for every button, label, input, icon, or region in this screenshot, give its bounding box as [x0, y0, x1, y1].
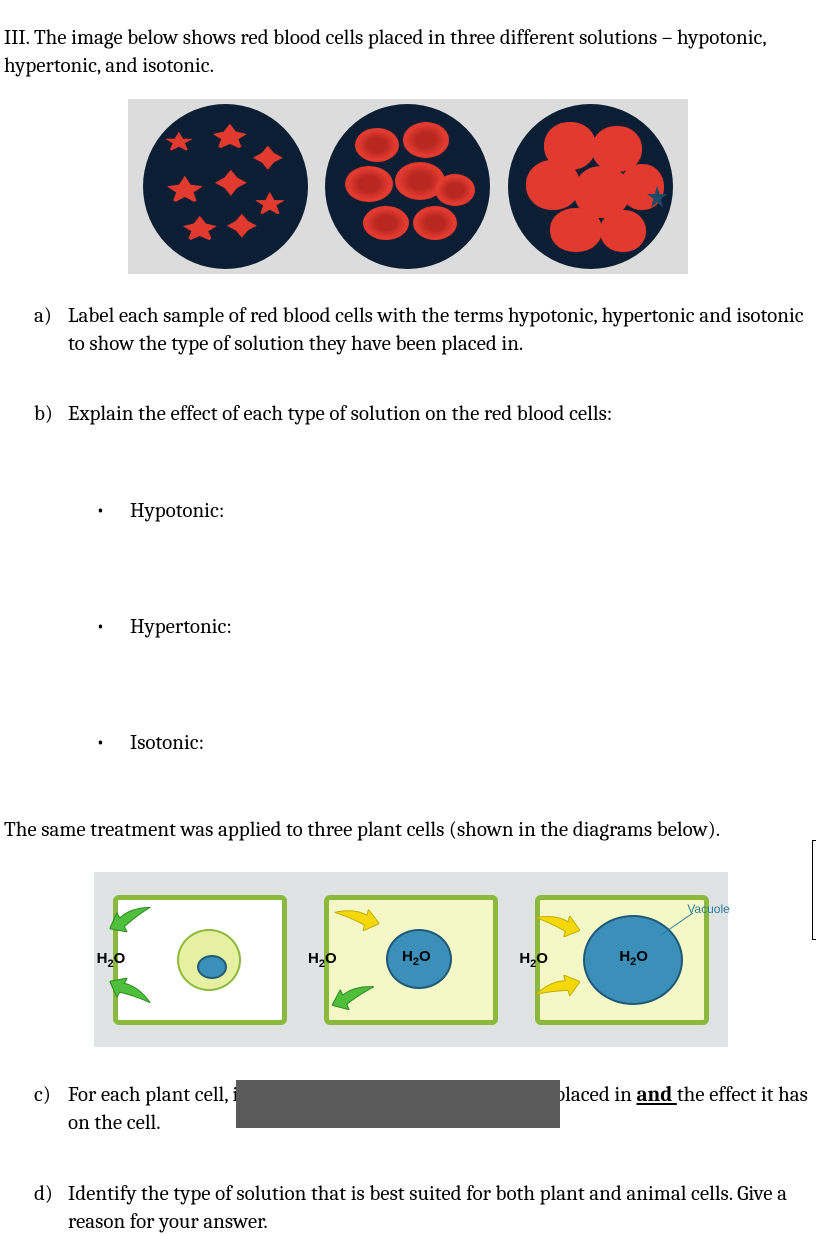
question-letter: c) — [34, 1081, 68, 1138]
bullet-list: • Hypotonic: • Hypertonic: • Isotonic: — [0, 457, 816, 758]
question-text: Identify the type of solution that is be… — [68, 1180, 816, 1236]
figure-plant-cells: H2O H2O H2O H2O H2O Vacuole — [94, 872, 728, 1047]
question-a: a) Label each sample of red blood cells … — [34, 302, 816, 359]
bullet-isotonic: • Isotonic: — [96, 729, 816, 757]
question-letter: a) — [34, 302, 68, 359]
mid-paragraph: The same treatment was applied to three … — [0, 816, 816, 844]
h2o-label: H2O — [619, 947, 648, 970]
h2o-label: H2O — [402, 947, 431, 970]
overlay-bar — [236, 1080, 560, 1128]
bullet-hypotonic: • Hypotonic: — [96, 497, 816, 525]
section-numeral: III. — [4, 26, 29, 50]
question-list-bottom: c) For each plant cell, identify the typ… — [0, 1047, 816, 1236]
plant-cell-plasmolysed: H2O — [105, 885, 295, 1035]
bullet-label: Isotonic: — [130, 729, 204, 757]
intro-paragraph: III. The image below shows red blood cel… — [0, 0, 816, 81]
question-b: b) Explain the effect of each type of so… — [34, 400, 816, 428]
h2o-label: H2O — [519, 949, 548, 972]
bullet-hypertonic: • Hypertonic: — [96, 613, 816, 641]
bullet-dot: • — [96, 729, 130, 757]
bullet-label: Hypertonic: — [130, 613, 232, 641]
bullet-dot: • — [96, 613, 130, 641]
dish-crenated — [143, 104, 308, 269]
h2o-label: H2O — [308, 949, 337, 972]
question-text: Label each sample of red blood cells wit… — [68, 302, 816, 359]
question-letter: b) — [34, 400, 68, 428]
question-text: Explain the effect of each type of solut… — [68, 400, 816, 428]
h2o-label: H2O — [97, 949, 126, 972]
plant-cell-flaccid: H2O H2O — [316, 885, 506, 1035]
bullet-label: Hypotonic: — [130, 497, 224, 525]
dish-swollen — [508, 104, 673, 269]
question-letter: d) — [34, 1180, 68, 1236]
plant-cell-turgid: H2O H2O Vacuole — [527, 885, 717, 1035]
bullet-dot: • — [96, 497, 130, 525]
intro-text: The image below shows red blood cells pl… — [4, 26, 766, 78]
question-list-top: a) Label each sample of red blood cells … — [0, 274, 816, 429]
cropped-box — [812, 840, 816, 940]
dish-normal — [325, 104, 490, 269]
figure-blood-cells — [128, 99, 688, 274]
question-d: d) Identify the type of solution that is… — [34, 1180, 816, 1236]
